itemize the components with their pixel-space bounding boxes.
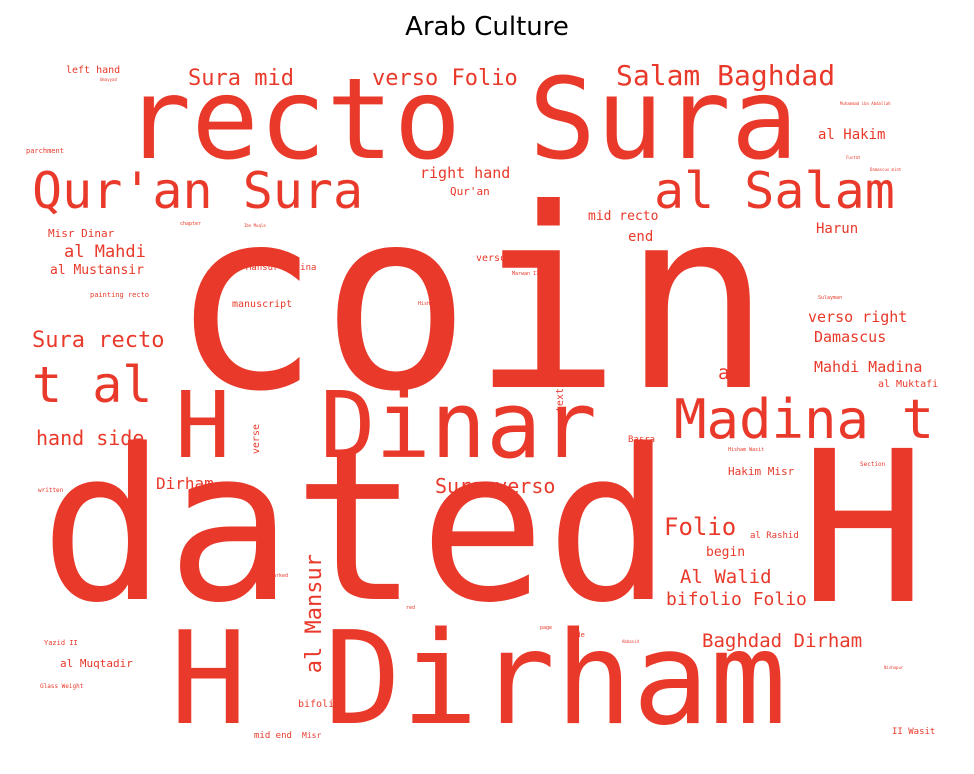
word-al-muktafi: al Muktafi (878, 379, 939, 390)
word-umayyad: Umayyad (100, 77, 117, 82)
word-damascus: Damascus (814, 328, 887, 346)
word-cloud: coin dated H recto Sura Dinar H Dirham H… (20, 58, 954, 758)
word-side: side (568, 631, 585, 639)
word-t-al: t al (32, 356, 153, 414)
word-al-muqtadir: al Muqtadir (60, 657, 133, 670)
word-page: page (540, 625, 553, 631)
word-madina-t: Madina t (674, 388, 935, 451)
word-h-right: H (800, 406, 927, 651)
word-ibn-muqla: Ibn Muqla (244, 223, 266, 228)
word-al-mansur: al Mansur (302, 554, 327, 674)
word-parchment: parchment (26, 147, 64, 155)
word-end: end (628, 229, 654, 245)
word-marwan-ii: Marwan II (512, 271, 540, 277)
word-hisham: Hisham (418, 301, 437, 307)
word-verso-right: verso right (808, 308, 908, 326)
word-al-rashid: al Rashid (750, 531, 799, 541)
word-al: al (718, 362, 741, 384)
word-nishapur: Nishapur (884, 665, 904, 670)
word-dirham: Dirham (156, 474, 214, 493)
word-sulayman: Sulayman (818, 295, 843, 301)
word-recto-sura: recto Sura (124, 58, 799, 185)
word-folio: Folio (664, 513, 737, 541)
word-verso-folio: verso Folio (372, 66, 518, 91)
word-ii-wasit: II Wasit (892, 727, 936, 737)
word-sura-recto: Sura recto (32, 328, 165, 353)
word-al-hakim: al Hakim (818, 127, 886, 143)
word-h: H (175, 372, 231, 479)
word-muhammad: Muhammad ibn Abdallah (840, 101, 891, 106)
word-fustat: Fustat (846, 155, 861, 160)
word-quran-sura: Qur'an Sura (32, 162, 364, 220)
word-hakim-misr: Hakim Misr (728, 465, 795, 478)
word-mahdi-madina: Mahdi Madina (814, 358, 923, 376)
word-al-walid: Al Walid (680, 566, 772, 588)
word-al-salam: al Salam (654, 162, 895, 220)
chart-title: Arab Culture (405, 12, 569, 42)
word-text: text (555, 388, 566, 413)
word-written: written (38, 487, 64, 494)
word-verso-left: verso left (476, 253, 537, 264)
word-salam-baghdad: Salam Baghdad (616, 59, 836, 92)
word-sura-verso: Sura verso (435, 474, 556, 498)
word-painting-recto: painting recto (90, 291, 150, 299)
word-coin: coin (170, 155, 773, 446)
word-quran: Qur'an (450, 185, 490, 198)
word-dinar: Dinar (320, 372, 597, 479)
word-glass-weight: Glass Weight (40, 683, 84, 690)
word-yazid-ii: Yazid II (44, 639, 78, 647)
word-mid-end: mid end (254, 731, 292, 741)
word-mansur-madina: Mansur Madina (246, 263, 317, 273)
word-verse: verse (251, 424, 262, 455)
word-basra: Basra (628, 435, 656, 445)
word-left-hand: left hand (66, 65, 121, 76)
word-manuscript: manuscript (232, 299, 293, 310)
word-misr-dinar: Misr Dinar (48, 227, 115, 240)
word-section: Section (860, 461, 886, 468)
word-bifolio: bifolio (298, 699, 341, 710)
word-h-dirham: H Dirham (170, 605, 787, 754)
word-al-mahdi: al Mahdi (64, 242, 146, 262)
word-harun: Harun (816, 221, 859, 237)
word-red: red (406, 605, 416, 611)
word-al-mustansir: al Mustansir (50, 263, 144, 278)
word-sura-mid: Sura mid (188, 66, 294, 91)
word-bifolio-folio: bifolio Folio (666, 589, 807, 610)
word-misr: Misr (302, 731, 322, 740)
word-mid-recto: mid recto (588, 209, 659, 224)
word-dated: dated (40, 404, 673, 649)
word-chapter: chapter (180, 221, 202, 227)
word-begin: begin (706, 545, 746, 560)
word-hisham-wasit: Hisham Wasit (728, 447, 765, 453)
word-abbasid: Abbasid (622, 639, 639, 644)
word-baghdad-dirham: Baghdad Dirham (702, 630, 863, 652)
word-damascus-mint: Damascus mint (870, 167, 902, 172)
word-hand-side: hand side (36, 426, 145, 450)
word-al-qadir: al Qadir (514, 527, 534, 532)
word-marked: marked (270, 573, 289, 579)
word-right-hand: right hand (420, 164, 511, 182)
